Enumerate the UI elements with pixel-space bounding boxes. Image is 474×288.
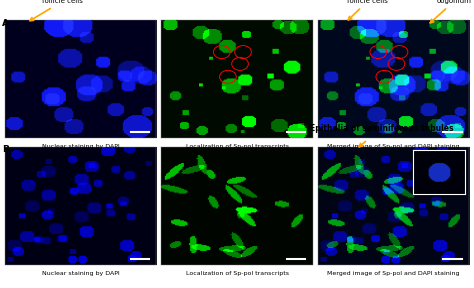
- Text: Epithelia of seminiferous tubules: Epithelia of seminiferous tubules: [310, 124, 453, 133]
- Text: follicle cells: follicle cells: [347, 0, 388, 20]
- Text: Localization of Sp-pol transcripts: Localization of Sp-pol transcripts: [185, 144, 289, 149]
- Text: Localization of Sp-pol transcripts: Localization of Sp-pol transcripts: [185, 271, 289, 276]
- Text: Merged image of Sp-pol and DAPI staining: Merged image of Sp-pol and DAPI staining: [327, 144, 460, 149]
- Text: follicle cells: follicle cells: [30, 0, 83, 21]
- Text: oogonium: oogonium: [430, 0, 472, 23]
- Text: A: A: [2, 19, 9, 28]
- Text: Nuclear staining by DAPI: Nuclear staining by DAPI: [42, 144, 119, 149]
- Text: B: B: [2, 145, 9, 154]
- Text: Nuclear staining by DAPI: Nuclear staining by DAPI: [42, 271, 119, 276]
- Text: Merged image of Sp-pol and DAPI staining: Merged image of Sp-pol and DAPI staining: [327, 271, 460, 276]
